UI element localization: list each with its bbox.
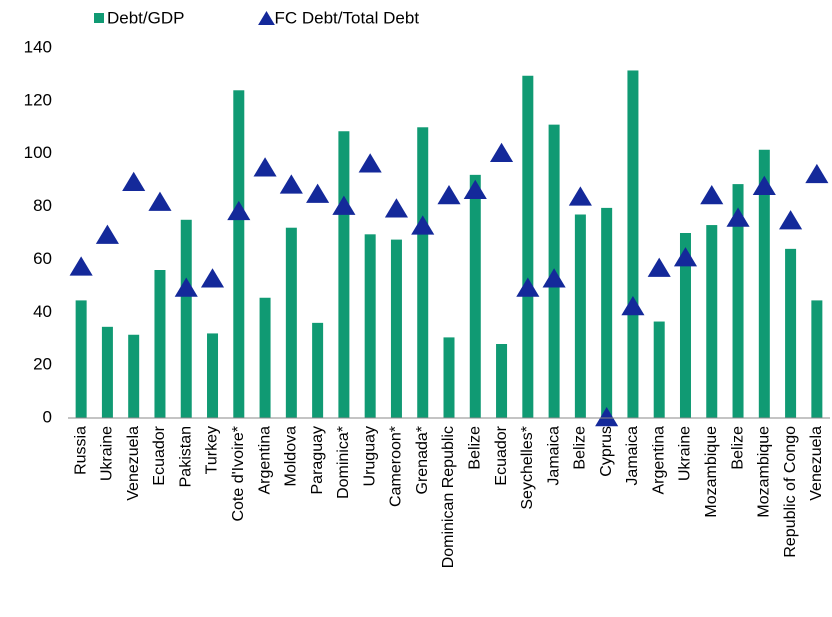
bar <box>732 184 744 418</box>
bar <box>679 233 691 418</box>
triangle-marker <box>95 224 119 244</box>
legend-swatch <box>94 13 104 23</box>
triangle-marker <box>122 171 146 192</box>
legend-label: Debt/GDP <box>107 8 184 27</box>
triangle-marker <box>621 296 645 316</box>
x-tick-label: Pakistan <box>177 426 194 487</box>
x-tick-label: Russia <box>72 426 89 475</box>
bar <box>207 333 219 418</box>
bar <box>469 174 481 418</box>
y-tick-label: 60 <box>33 249 52 268</box>
y-tick-label: 140 <box>24 37 52 56</box>
x-tick-label: Jamaica <box>545 426 562 486</box>
bar <box>785 248 797 418</box>
triangle-marker <box>726 207 750 227</box>
triangle-marker <box>779 210 803 230</box>
bar <box>101 326 113 418</box>
triangle-marker <box>69 256 93 276</box>
x-tick-label: Cameroon* <box>388 426 405 507</box>
triangle-marker <box>148 191 172 211</box>
bar <box>811 300 823 418</box>
x-tick-label: Ukraine <box>99 426 116 481</box>
x-tick-label: Ecuador <box>151 425 168 485</box>
legend-swatch <box>258 11 275 25</box>
bar <box>627 70 639 418</box>
bar <box>653 321 665 418</box>
triangle-marker <box>174 277 198 297</box>
triangle-marker <box>490 142 514 162</box>
x-tick-label: Ecuador <box>493 425 510 485</box>
triangle-marker <box>332 195 356 215</box>
triangle-marker <box>542 268 566 288</box>
bar <box>522 75 534 418</box>
triangle-marker <box>568 186 592 206</box>
y-tick-label: 120 <box>24 90 52 109</box>
bar <box>259 297 271 418</box>
bar <box>706 225 718 418</box>
bar <box>417 127 429 419</box>
x-tick-label: Belize <box>729 426 746 470</box>
x-tick-label: Cyprus <box>598 426 615 477</box>
x-tick-label: Argentina <box>256 426 273 495</box>
triangle-marker <box>384 198 408 218</box>
x-tick-label: Republic of Congo <box>782 426 799 558</box>
y-tick-label: 100 <box>24 143 52 162</box>
x-tick-label: Uruguay <box>361 426 378 486</box>
x-tick-label: Mozambique <box>703 426 720 518</box>
bar <box>601 207 613 418</box>
triangle-marker <box>673 247 698 267</box>
triangle-marker <box>805 163 829 184</box>
x-tick-label: Mozambique <box>756 426 773 518</box>
y-tick-label: 20 <box>33 355 52 374</box>
triangle-marker <box>463 179 487 199</box>
triangle-marker <box>700 185 724 205</box>
x-tick-label: Cote d'Ivoire* <box>230 426 247 522</box>
triangle-marker <box>200 268 225 288</box>
bar <box>390 239 402 418</box>
bar <box>758 149 770 418</box>
x-tick-label: Seychelles* <box>519 426 536 510</box>
bar <box>285 227 297 418</box>
triangle-marker <box>358 153 382 173</box>
triangle-marker <box>647 257 671 277</box>
triangle-marker <box>306 183 330 203</box>
x-tick-label: Belize <box>572 426 589 470</box>
bar <box>496 344 508 418</box>
x-tick-label: Paraguay <box>309 426 326 495</box>
y-tick-label: 40 <box>33 302 52 321</box>
bar <box>154 270 166 418</box>
triangle-marker <box>595 407 619 427</box>
bar <box>180 219 192 418</box>
triangle-marker <box>253 157 277 177</box>
x-tick-label: Dominican Republic <box>440 426 457 568</box>
x-tick-label: Venezuela <box>808 426 825 501</box>
bar <box>574 214 586 418</box>
triangle-marker <box>437 185 461 205</box>
y-tick-label: 0 <box>43 407 52 426</box>
triangle-marker <box>752 175 776 195</box>
triangle-marker <box>279 174 303 194</box>
legend-label: FC Debt/Total Debt <box>274 8 419 27</box>
bar <box>338 131 350 418</box>
triangle-marker <box>411 215 435 235</box>
triangle-marker <box>516 277 540 297</box>
bar <box>128 334 140 418</box>
bar <box>364 234 376 418</box>
x-tick-label: Jamaica <box>624 426 641 486</box>
triangle-marker <box>227 200 251 221</box>
bar <box>312 322 324 418</box>
x-tick-label: Belize <box>466 426 483 470</box>
y-tick-label: 80 <box>33 196 52 215</box>
bar <box>443 337 455 418</box>
x-tick-label: Argentina <box>650 426 667 495</box>
x-tick-label: Moldova <box>283 426 300 487</box>
bar <box>75 300 87 418</box>
bar <box>233 90 245 419</box>
x-tick-label: Venezuela <box>125 426 142 501</box>
x-tick-label: Turkey <box>204 426 221 474</box>
x-tick-label: Dominica* <box>335 426 352 499</box>
x-tick-label: Grenada* <box>414 426 431 495</box>
x-tick-label: Ukraine <box>677 426 694 481</box>
